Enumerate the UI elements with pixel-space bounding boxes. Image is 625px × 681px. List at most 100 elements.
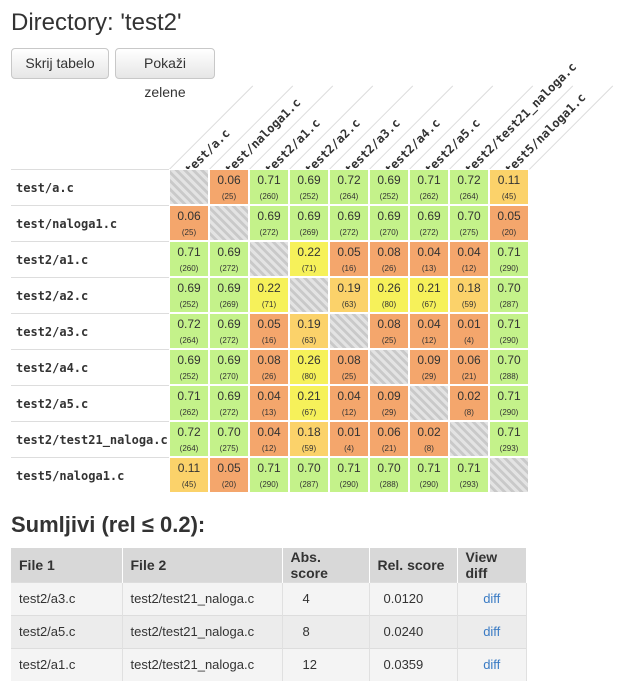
matrix-cell[interactable]: 0.70 (287) bbox=[489, 277, 529, 313]
matrix-cell[interactable]: 0.08 (25) bbox=[329, 349, 369, 385]
matrix-cell[interactable]: 0.05 (16) bbox=[329, 241, 369, 277]
matrix-cell[interactable]: 0.71 (262) bbox=[409, 169, 449, 205]
matrix-cell[interactable]: 0.71 (290) bbox=[489, 385, 529, 421]
matrix-cell[interactable]: 0.05 (20) bbox=[489, 205, 529, 241]
matrix-cell[interactable]: 0.71 (293) bbox=[449, 457, 489, 493]
matrix-cell[interactable]: 0.69 (252) bbox=[289, 169, 329, 205]
matrix-cell[interactable]: 0.70 (288) bbox=[489, 349, 529, 385]
cell-count: (12) bbox=[461, 264, 477, 273]
header-view-diff[interactable]: View diff bbox=[457, 548, 527, 582]
matrix-cell[interactable]: 0.71 (290) bbox=[249, 457, 289, 493]
matrix-cell[interactable]: 0.08 (25) bbox=[369, 313, 409, 349]
cell-count: (260) bbox=[179, 264, 199, 273]
matrix-cell[interactable]: 0.22 (71) bbox=[249, 277, 289, 313]
matrix-cell[interactable]: 0.72 (264) bbox=[449, 169, 489, 205]
matrix-cell[interactable]: 0.02 (8) bbox=[409, 421, 449, 457]
header-file1[interactable]: File 1 bbox=[11, 548, 123, 582]
cell-count: (13) bbox=[421, 264, 437, 273]
matrix-cell[interactable]: 0.18 (59) bbox=[289, 421, 329, 457]
matrix-cell[interactable]: 0.69 (269) bbox=[289, 205, 329, 241]
matrix-cell[interactable]: 0.06 (25) bbox=[169, 205, 209, 241]
matrix-cell[interactable]: 0.72 (264) bbox=[169, 313, 209, 349]
matrix-cell[interactable]: 0.21 (67) bbox=[409, 277, 449, 313]
matrix-cell[interactable]: 0.71 (262) bbox=[169, 385, 209, 421]
matrix-cell[interactable]: 0.71 (290) bbox=[489, 241, 529, 277]
matrix-cell[interactable]: 0.06 (21) bbox=[369, 421, 409, 457]
matrix-cell[interactable]: 0.70 (275) bbox=[449, 205, 489, 241]
matrix-cell[interactable]: 0.71 (290) bbox=[329, 457, 369, 493]
matrix-cell[interactable]: 0.71 (290) bbox=[409, 457, 449, 493]
matrix-cell[interactable]: 0.09 (29) bbox=[409, 349, 449, 385]
matrix-cell[interactable]: 0.69 (252) bbox=[369, 169, 409, 205]
matrix-cell[interactable]: 0.22 (71) bbox=[289, 241, 329, 277]
matrix-cell[interactable]: 0.69 (272) bbox=[209, 385, 249, 421]
cell-count: (71) bbox=[261, 300, 277, 309]
matrix-cell[interactable]: 0.69 (272) bbox=[329, 205, 369, 241]
matrix-cell[interactable]: 0.06 (21) bbox=[449, 349, 489, 385]
cell-count: (272) bbox=[419, 228, 439, 237]
column-divider bbox=[249, 85, 334, 170]
diff-link[interactable]: diff bbox=[483, 657, 501, 673]
matrix-cell[interactable]: 0.26 (80) bbox=[289, 349, 329, 385]
matrix-cell[interactable]: 0.11 (45) bbox=[169, 457, 209, 493]
hide-table-button[interactable]: Skrij tabelo bbox=[11, 48, 109, 79]
matrix-cell[interactable]: 0.04 (13) bbox=[409, 241, 449, 277]
cell-count: (4) bbox=[464, 336, 474, 345]
row-label: test2/test21_naloga.c bbox=[11, 421, 169, 457]
diff-link-cell: diff bbox=[457, 614, 527, 648]
matrix-cell[interactable]: 0.70 (288) bbox=[369, 457, 409, 493]
matrix-cell[interactable]: 0.70 (287) bbox=[289, 457, 329, 493]
matrix-cell[interactable]: 0.71 (260) bbox=[249, 169, 289, 205]
matrix-cell[interactable]: 0.72 (264) bbox=[329, 169, 369, 205]
matrix-cell[interactable]: 0.69 (272) bbox=[209, 313, 249, 349]
header-abs-score[interactable]: Abs. score bbox=[282, 548, 370, 582]
matrix-cell[interactable]: 0.06 (25) bbox=[209, 169, 249, 205]
matrix-cell[interactable]: 0.69 (272) bbox=[249, 205, 289, 241]
cell-count: (252) bbox=[179, 372, 199, 381]
matrix-cell[interactable]: 0.08 (26) bbox=[249, 349, 289, 385]
matrix-cell[interactable]: 0.69 (252) bbox=[169, 277, 209, 313]
matrix-cell[interactable]: 0.71 (290) bbox=[489, 313, 529, 349]
suspicious-pairs-table: File 1 File 2 Abs. score Rel. score View… bbox=[11, 548, 527, 681]
table-header-row: File 1 File 2 Abs. score Rel. score View… bbox=[11, 548, 527, 582]
matrix-cell[interactable]: 0.21 (67) bbox=[289, 385, 329, 421]
diff-link[interactable]: diff bbox=[483, 591, 501, 606]
show-green-button[interactable]: Pokaži zelene bbox=[115, 48, 215, 100]
matrix-cell[interactable]: 0.18 (59) bbox=[449, 277, 489, 313]
matrix-cell[interactable]: 0.19 (63) bbox=[329, 277, 369, 313]
cell-score: 0.69 bbox=[217, 353, 241, 367]
matrix-cell[interactable]: 0.04 (12) bbox=[409, 313, 449, 349]
cell-score: 0.71 bbox=[497, 245, 521, 259]
matrix-cell[interactable]: 0.08 (26) bbox=[369, 241, 409, 277]
matrix-cell[interactable]: 0.69 (270) bbox=[209, 349, 249, 385]
header-rel-score[interactable]: Rel. score bbox=[369, 548, 458, 582]
matrix-cell[interactable]: 0.01 (4) bbox=[329, 421, 369, 457]
matrix-cell[interactable]: 0.26 (80) bbox=[369, 277, 409, 313]
matrix-cell[interactable]: 0.04 (13) bbox=[249, 385, 289, 421]
matrix-cell[interactable]: 0.02 (8) bbox=[449, 385, 489, 421]
cell-count: (63) bbox=[341, 300, 357, 309]
header-file2[interactable]: File 2 bbox=[122, 548, 283, 582]
matrix-cell[interactable]: 0.05 (20) bbox=[209, 457, 249, 493]
matrix-cell[interactable]: 0.71 (260) bbox=[169, 241, 209, 277]
matrix-cell[interactable]: 0.69 (269) bbox=[209, 277, 249, 313]
matrix-cell[interactable]: 0.19 (63) bbox=[289, 313, 329, 349]
matrix-cell[interactable]: 0.04 (12) bbox=[449, 241, 489, 277]
matrix-cell[interactable]: 0.71 (293) bbox=[489, 421, 529, 457]
matrix-cell[interactable]: 0.04 (12) bbox=[249, 421, 289, 457]
cell-count: (270) bbox=[379, 228, 399, 237]
matrix-cell[interactable]: 0.01 (4) bbox=[449, 313, 489, 349]
matrix-cell[interactable]: 0.69 (272) bbox=[209, 241, 249, 277]
matrix-cell[interactable]: 0.05 (16) bbox=[249, 313, 289, 349]
matrix-cell[interactable]: 0.69 (270) bbox=[369, 205, 409, 241]
matrix-cell[interactable]: 0.69 (272) bbox=[409, 205, 449, 241]
cell-score: 0.08 bbox=[257, 353, 281, 367]
matrix-cell[interactable]: 0.09 (29) bbox=[369, 385, 409, 421]
matrix-cell[interactable]: 0.69 (252) bbox=[169, 349, 209, 385]
matrix-cell[interactable]: 0.11 (45) bbox=[489, 169, 529, 205]
cell-count: (270) bbox=[219, 372, 239, 381]
diff-link[interactable]: diff bbox=[483, 624, 501, 639]
matrix-cell[interactable]: 0.72 (264) bbox=[169, 421, 209, 457]
matrix-cell[interactable]: 0.04 (12) bbox=[329, 385, 369, 421]
matrix-cell[interactable]: 0.70 (275) bbox=[209, 421, 249, 457]
